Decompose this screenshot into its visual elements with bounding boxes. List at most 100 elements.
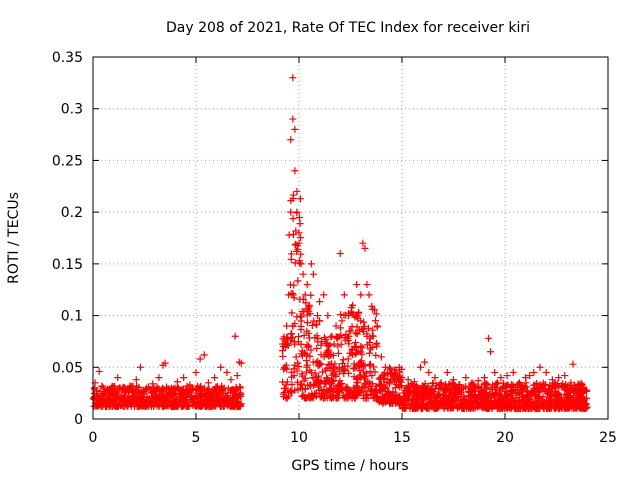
data-point xyxy=(305,342,313,350)
data-point xyxy=(452,401,460,409)
data-point xyxy=(308,321,316,329)
data-point xyxy=(196,355,204,363)
data-point xyxy=(440,404,448,412)
data-point xyxy=(299,372,307,380)
data-point xyxy=(306,366,314,374)
data-point xyxy=(441,391,449,399)
data-point xyxy=(289,74,297,82)
data-point xyxy=(429,379,437,387)
data-point xyxy=(404,376,412,384)
data-point xyxy=(388,368,396,376)
data-point xyxy=(316,378,324,386)
data-point xyxy=(353,349,361,357)
data-point xyxy=(298,352,306,360)
data-point xyxy=(143,384,151,392)
data-point xyxy=(287,197,295,205)
data-point xyxy=(296,259,304,267)
data-point xyxy=(174,402,182,410)
data-point xyxy=(317,386,325,394)
data-point xyxy=(516,405,524,413)
data-point xyxy=(356,358,364,366)
data-point xyxy=(173,378,181,386)
data-point xyxy=(551,388,559,396)
data-point xyxy=(231,332,239,340)
data-point xyxy=(390,376,398,384)
data-point xyxy=(322,389,330,397)
data-point xyxy=(295,213,303,221)
data-point xyxy=(539,379,547,387)
data-point xyxy=(577,404,585,412)
data-point xyxy=(406,403,414,411)
data-point xyxy=(425,368,433,376)
data-point xyxy=(316,298,324,306)
data-point xyxy=(386,369,394,377)
data-point xyxy=(95,367,103,375)
y-tick-label: 0.3 xyxy=(61,102,83,118)
data-point xyxy=(283,322,291,330)
x-tick-label: 25 xyxy=(599,430,617,446)
data-point xyxy=(294,277,302,285)
data-point xyxy=(526,372,534,380)
data-point xyxy=(313,344,321,352)
data-point xyxy=(560,382,568,390)
data-point xyxy=(304,306,312,314)
plot-frame xyxy=(92,56,609,420)
data-point xyxy=(352,329,360,337)
data-point xyxy=(450,383,458,391)
data-point xyxy=(485,334,493,342)
data-point xyxy=(236,392,244,400)
data-point xyxy=(348,394,356,402)
data-point xyxy=(580,387,588,395)
data-point xyxy=(418,382,426,390)
data-point xyxy=(120,395,128,403)
data-point xyxy=(429,400,437,408)
data-point xyxy=(357,317,365,325)
data-point xyxy=(287,208,295,216)
data-point xyxy=(204,379,212,387)
data-point xyxy=(567,379,575,387)
data-point xyxy=(357,342,365,350)
data-point xyxy=(197,390,205,398)
data-point xyxy=(382,390,390,398)
data-point xyxy=(311,369,319,377)
data-point xyxy=(342,384,350,392)
data-point xyxy=(307,381,315,389)
data-point xyxy=(368,343,376,351)
data-point xyxy=(299,270,307,278)
data-point xyxy=(135,402,143,410)
data-point xyxy=(344,312,352,320)
data-point xyxy=(291,361,299,369)
data-point xyxy=(457,399,465,407)
data-point xyxy=(554,389,562,397)
data-point xyxy=(427,387,435,395)
data-point xyxy=(334,342,342,350)
data-point xyxy=(344,393,352,401)
data-point xyxy=(550,379,558,387)
data-point xyxy=(112,395,120,403)
data-point xyxy=(211,374,219,382)
data-point xyxy=(232,399,240,407)
data-point xyxy=(561,372,569,380)
data-point xyxy=(571,404,579,412)
data-point xyxy=(489,400,497,408)
data-point xyxy=(530,368,538,376)
data-point xyxy=(358,383,366,391)
data-point xyxy=(158,394,166,402)
data-point xyxy=(314,334,322,342)
data-point xyxy=(389,388,397,396)
data-point xyxy=(221,394,229,402)
data-point xyxy=(356,367,364,375)
data-point xyxy=(326,360,334,368)
data-point xyxy=(296,195,304,203)
data-point xyxy=(562,390,570,398)
x-tick-label: 20 xyxy=(496,430,514,446)
data-point xyxy=(108,384,116,392)
data-point xyxy=(491,368,499,376)
data-point xyxy=(518,393,526,401)
data-point xyxy=(360,394,368,402)
data-point xyxy=(533,394,541,402)
data-point xyxy=(539,404,547,412)
data-point xyxy=(114,374,122,382)
data-point xyxy=(133,399,141,407)
data-point xyxy=(344,362,352,370)
